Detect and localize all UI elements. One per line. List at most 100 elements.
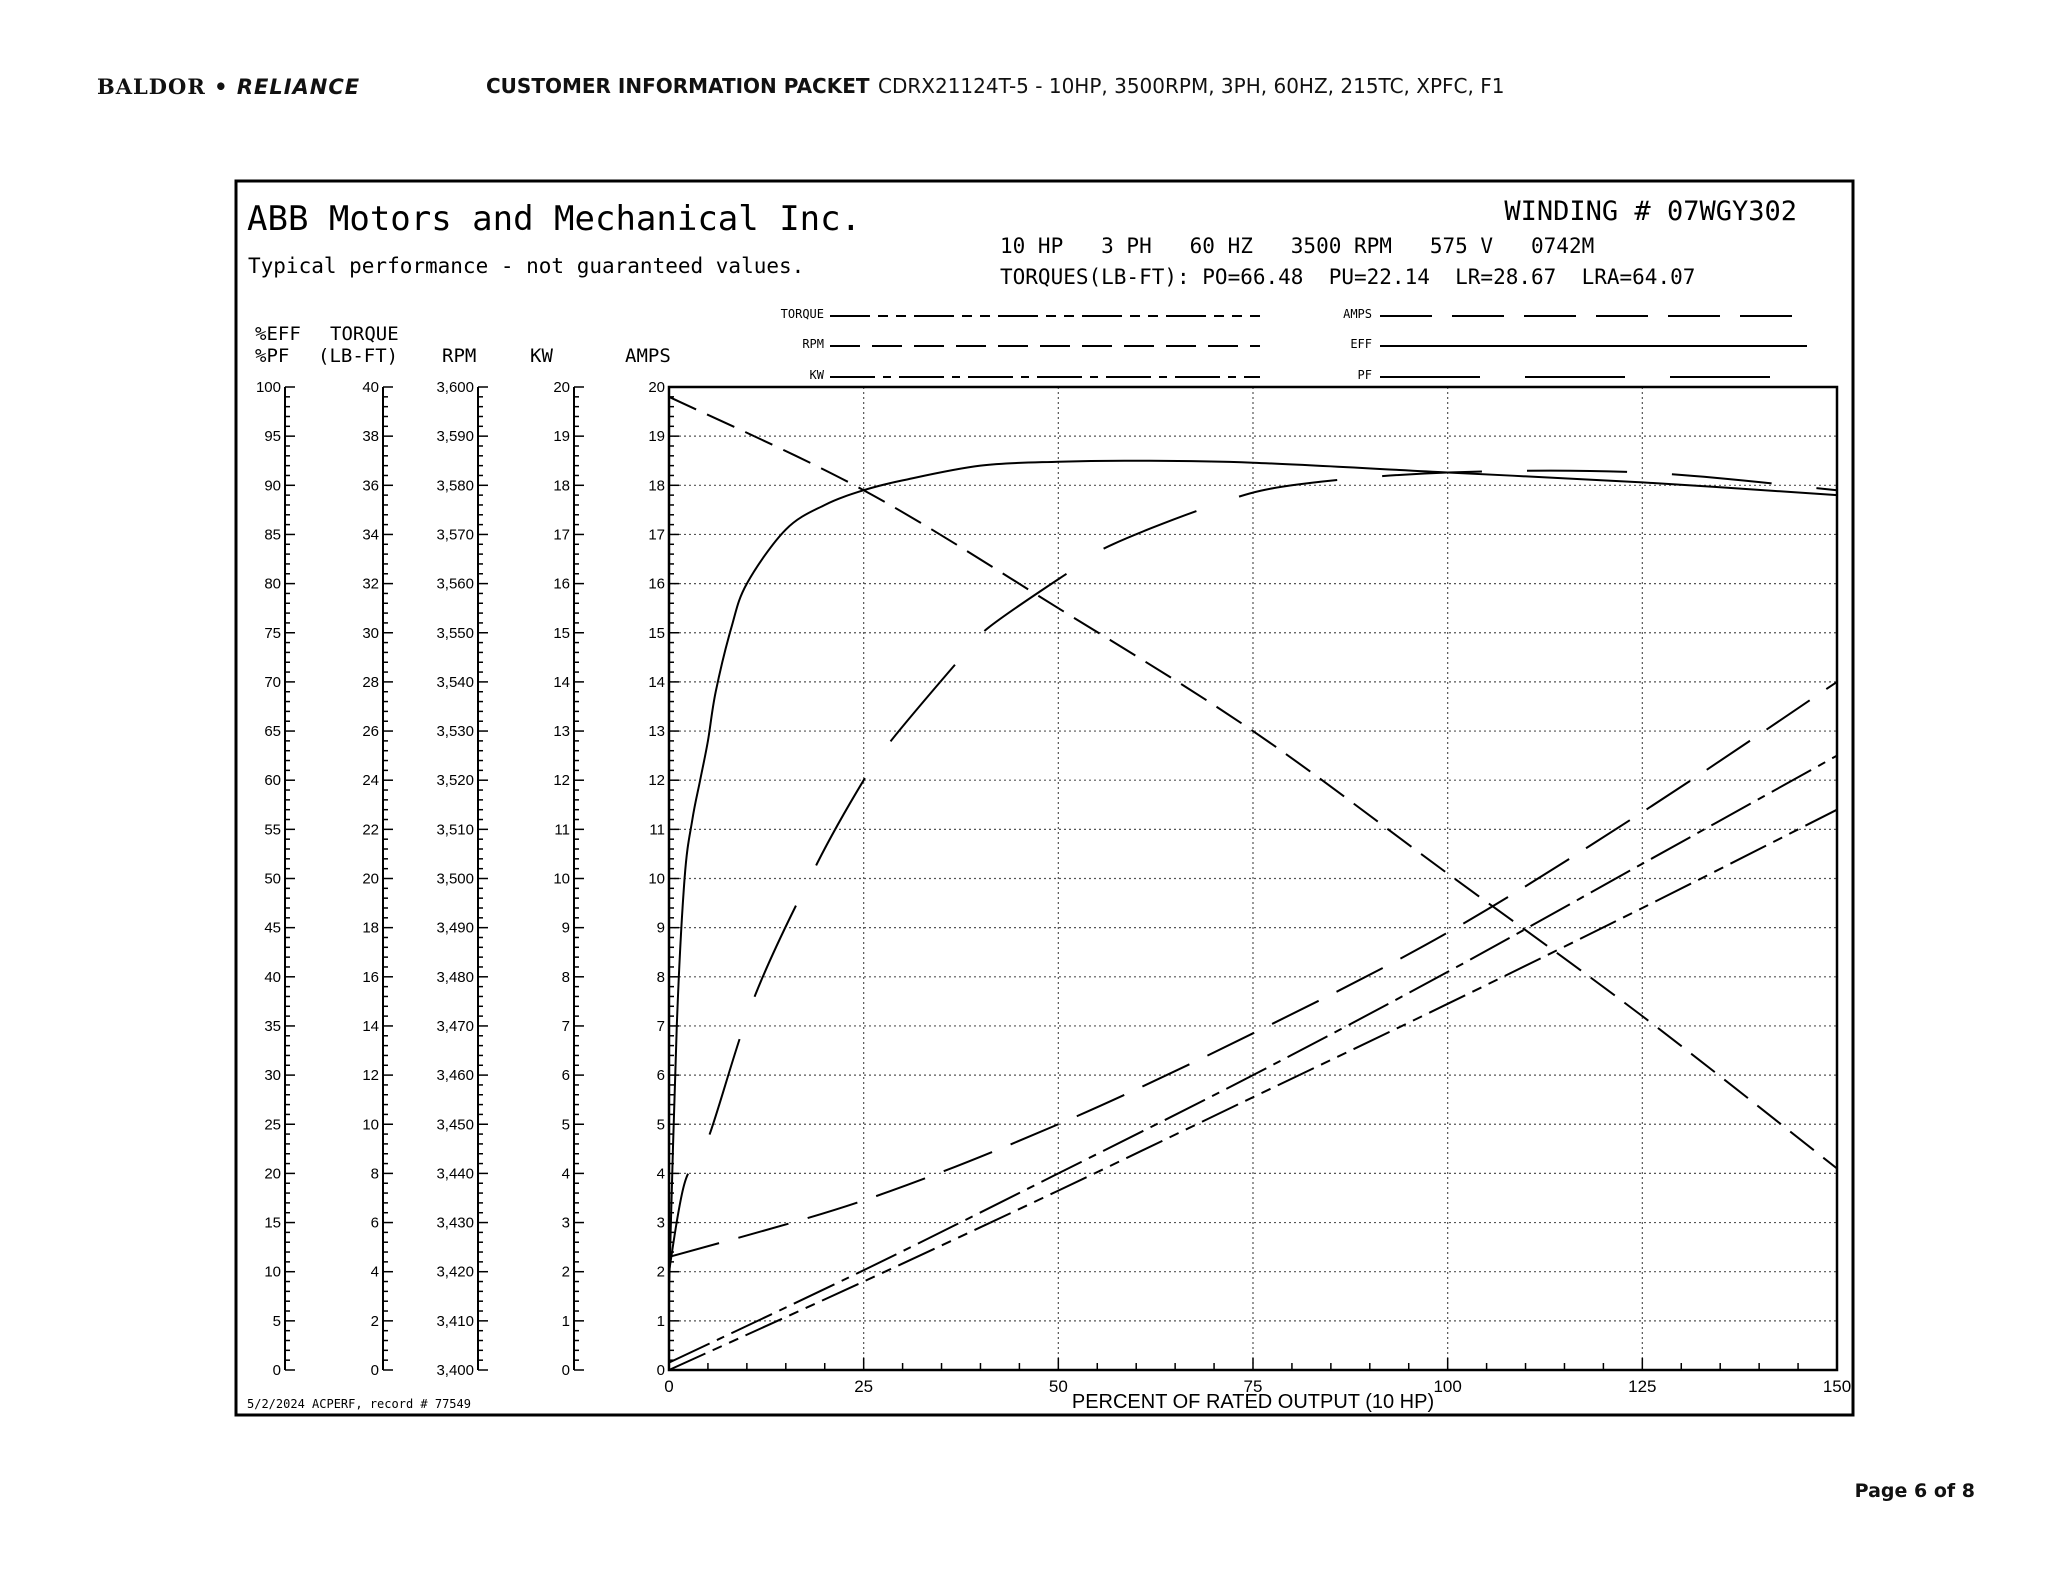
y-tick-label: 5: [562, 1116, 570, 1133]
record-info: 5/2/2024 ACPERF, record # 77549: [247, 1397, 471, 1411]
y-tick-label: 30: [362, 625, 379, 642]
y-tick-label: 3,590: [436, 428, 474, 445]
packet-title: CUSTOMER INFORMATION PACKET: [486, 74, 870, 98]
y-tick-label: 19: [553, 428, 570, 445]
y-tick-label: 70: [264, 674, 281, 691]
x-axis: 0 25 50 75 100 125 150: [664, 1358, 1851, 1396]
axis-header-torque-unit: (LB-FT): [318, 345, 398, 367]
y-tick-label: 3,440: [436, 1165, 474, 1182]
y-tick-label: 3,470: [436, 1018, 474, 1035]
logo-reliance-text: RELIANCE: [236, 75, 361, 99]
y-tick-label: 55: [264, 821, 281, 838]
y-tick-label: 13: [648, 723, 665, 740]
y-tick-label: 60: [264, 772, 281, 789]
baldor-reliance-logo: BALDOR • RELIANCE: [97, 74, 361, 99]
x-tick-label: 75: [1244, 1377, 1263, 1396]
y-tick-label: 4: [657, 1165, 665, 1182]
y-tick-label: 45: [264, 920, 281, 937]
y-tick-label: 75: [264, 625, 281, 642]
y-tick-label: 8: [371, 1165, 379, 1182]
y-tick-label: 20: [553, 379, 570, 396]
y-tick-label: 10: [553, 871, 570, 888]
x-tick-label: 125: [1628, 1377, 1656, 1396]
y-tick-label: 13: [553, 723, 570, 740]
y-tick-label: 3,510: [436, 821, 474, 838]
y-tick-label: 1: [562, 1313, 570, 1330]
y-tick-label: 7: [657, 1018, 665, 1035]
y-tick-label: 6: [371, 1215, 379, 1232]
y-tick-label: 2: [371, 1313, 379, 1330]
y-tick-label: 4: [371, 1264, 379, 1281]
legend-label-pf: PF: [1358, 368, 1372, 382]
y-tick-label: 2: [562, 1264, 570, 1281]
y-tick-label: 17: [553, 526, 570, 543]
y-tick-label: 25: [264, 1116, 281, 1133]
curve-eff: [668, 459, 1838, 1292]
y-tick-label: 20: [362, 871, 379, 888]
y-tick-label: 36: [362, 477, 379, 494]
y-tick-label: 38: [362, 428, 379, 445]
y-tick-label: 3,520: [436, 772, 474, 789]
y-tick-label: 80: [264, 576, 281, 593]
y-tick-label: 14: [553, 674, 570, 691]
y-tick-label: 12: [362, 1067, 379, 1084]
y-tick-label: 20: [648, 379, 665, 396]
y-tick-label: 17: [648, 526, 665, 543]
y-tick-label: 85: [264, 526, 281, 543]
y-tick-label: 5: [657, 1116, 665, 1133]
y-tick-label: 26: [362, 723, 379, 740]
curve-amps: [668, 681, 1838, 1258]
y-tick-label: 3,490: [436, 920, 474, 937]
y-tick-label: 6: [562, 1067, 570, 1084]
y-tick-label: 11: [649, 821, 665, 838]
y-tick-label: 15: [264, 1215, 281, 1232]
axis-header-torque: TORQUE: [330, 323, 399, 345]
curve-torque: [668, 808, 1838, 1371]
y-tick-label: 14: [362, 1018, 379, 1035]
y-tick-label: 95: [264, 428, 281, 445]
y-tick-label: 40: [362, 379, 379, 396]
y-tick-label: 3,480: [436, 969, 474, 986]
axis-header-amps: AMPS: [625, 345, 671, 367]
y-tick-label: 15: [553, 625, 570, 642]
y-tick-label: 11: [554, 821, 570, 838]
axis-header-kw: KW: [530, 345, 553, 367]
y-tick-label: 90: [264, 477, 281, 494]
y-tick-label: 35: [264, 1018, 281, 1035]
legend-label-eff: EFF: [1350, 337, 1372, 351]
y-tick-label: 12: [648, 772, 665, 789]
grid: [669, 387, 1838, 1370]
legend-label-torque: TORQUE: [781, 307, 824, 321]
y-tick-label: 8: [657, 969, 665, 986]
winding-number: WINDING # 07WGY302: [1504, 196, 1797, 227]
y-tick-label: 3,530: [436, 723, 474, 740]
y-tick-label: 16: [553, 576, 570, 593]
y-tick-label: 7: [562, 1018, 570, 1035]
y-tick-label: 10: [362, 1116, 379, 1133]
torques: TORQUES(LB-FT): PO=66.48 PU=22.14 LR=28.…: [1000, 265, 1695, 289]
y-axes: 0510152025303540455055606570758085909510…: [256, 379, 679, 1379]
y-tick-label: 3,460: [436, 1067, 474, 1084]
y-tick-label: 4: [562, 1165, 570, 1182]
y-tick-label: 28: [362, 674, 379, 691]
y-tick-label: 34: [362, 526, 379, 543]
y-tick-label: 3,420: [436, 1264, 474, 1281]
chart-frame: [234, 179, 1855, 1417]
y-tick-label: 16: [648, 576, 665, 593]
y-tick-label: 1: [657, 1313, 665, 1330]
y-tick-label: 12: [553, 772, 570, 789]
axis-header-rpm: RPM: [442, 345, 476, 367]
y-tick-label: 3,410: [436, 1313, 474, 1330]
part-description: CDRX21124T-5 - 10HP, 3500RPM, 3PH, 60HZ,…: [878, 74, 1505, 98]
y-tick-label: 3,430: [436, 1215, 474, 1232]
y-tick-label: 30: [264, 1067, 281, 1084]
y-tick-label: 24: [362, 772, 379, 789]
y-tick-label: 0: [371, 1362, 379, 1379]
y-tick-label: 10: [648, 871, 665, 888]
y-tick-label: 18: [553, 477, 570, 494]
curve-kw: [668, 754, 1838, 1364]
legend-label-rpm: RPM: [802, 337, 824, 351]
y-tick-label: 19: [648, 428, 665, 445]
y-tick-label: 3,550: [436, 625, 474, 642]
curve-pf: [668, 469, 1838, 1272]
